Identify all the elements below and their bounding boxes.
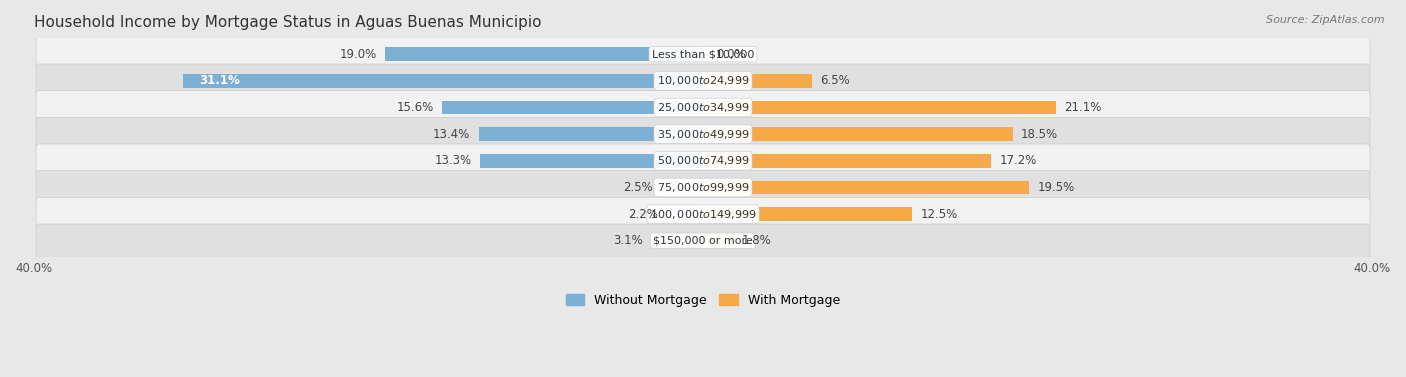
Bar <box>385 47 703 61</box>
Text: 19.0%: 19.0% <box>339 48 377 61</box>
Text: 6.5%: 6.5% <box>820 74 849 87</box>
Text: 19.5%: 19.5% <box>1038 181 1076 194</box>
Text: 18.5%: 18.5% <box>1021 128 1059 141</box>
Text: 21.1%: 21.1% <box>1064 101 1102 114</box>
Text: 13.3%: 13.3% <box>434 154 472 167</box>
Bar <box>703 207 912 221</box>
Bar <box>661 181 703 195</box>
FancyBboxPatch shape <box>37 144 1369 178</box>
Text: $50,000 to $74,999: $50,000 to $74,999 <box>657 154 749 167</box>
Bar <box>703 154 991 168</box>
Text: 0.0%: 0.0% <box>717 48 747 61</box>
FancyBboxPatch shape <box>37 90 1369 124</box>
FancyBboxPatch shape <box>37 171 1369 204</box>
FancyBboxPatch shape <box>37 64 1369 98</box>
Text: 12.5%: 12.5% <box>921 208 957 221</box>
Text: $10,000 to $24,999: $10,000 to $24,999 <box>657 74 749 87</box>
Text: $150,000 or more: $150,000 or more <box>654 236 752 246</box>
Bar <box>703 127 1012 141</box>
Text: 1.8%: 1.8% <box>741 234 772 247</box>
Text: 2.2%: 2.2% <box>628 208 658 221</box>
Text: 2.5%: 2.5% <box>623 181 652 194</box>
Bar <box>183 74 703 88</box>
FancyBboxPatch shape <box>37 117 1369 151</box>
Text: $100,000 to $149,999: $100,000 to $149,999 <box>650 208 756 221</box>
Text: 13.4%: 13.4% <box>433 128 471 141</box>
Text: 3.1%: 3.1% <box>613 234 643 247</box>
Text: Less than $10,000: Less than $10,000 <box>652 49 754 59</box>
Bar <box>441 101 703 114</box>
Bar <box>478 127 703 141</box>
Bar <box>666 207 703 221</box>
Text: $75,000 to $99,999: $75,000 to $99,999 <box>657 181 749 194</box>
Bar <box>703 74 811 88</box>
Text: $25,000 to $34,999: $25,000 to $34,999 <box>657 101 749 114</box>
Text: Household Income by Mortgage Status in Aguas Buenas Municipio: Household Income by Mortgage Status in A… <box>34 15 541 30</box>
Text: 17.2%: 17.2% <box>1000 154 1036 167</box>
Text: 31.1%: 31.1% <box>200 74 240 87</box>
Text: $35,000 to $49,999: $35,000 to $49,999 <box>657 128 749 141</box>
Bar <box>703 181 1029 195</box>
Text: 15.6%: 15.6% <box>396 101 433 114</box>
Bar <box>481 154 703 168</box>
Text: Source: ZipAtlas.com: Source: ZipAtlas.com <box>1267 15 1385 25</box>
FancyBboxPatch shape <box>37 37 1369 71</box>
FancyBboxPatch shape <box>37 197 1369 231</box>
Bar <box>703 101 1056 114</box>
Bar <box>651 234 703 248</box>
Legend: Without Mortgage, With Mortgage: Without Mortgage, With Mortgage <box>561 289 845 312</box>
Bar <box>703 234 733 248</box>
FancyBboxPatch shape <box>37 224 1369 257</box>
